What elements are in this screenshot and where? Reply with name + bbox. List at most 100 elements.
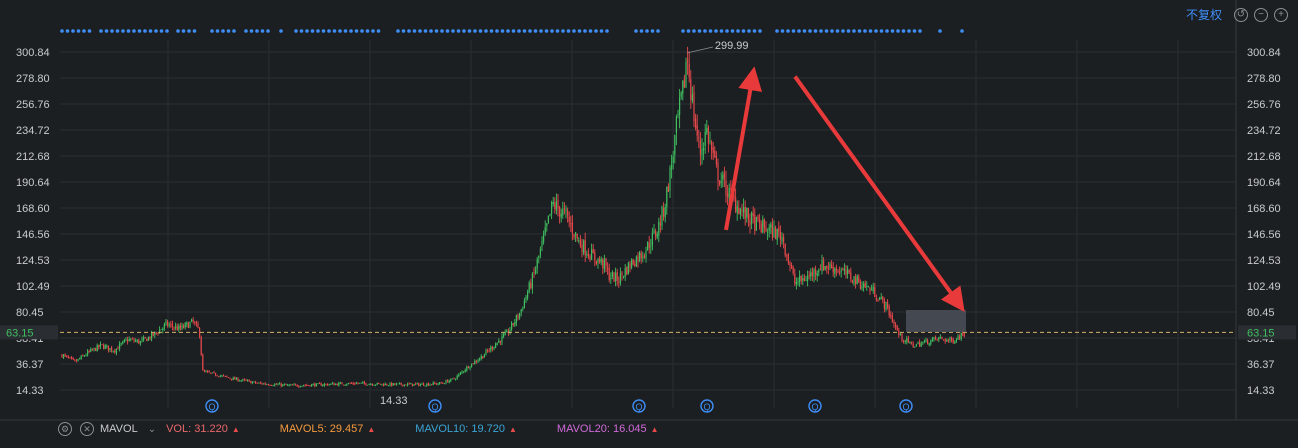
event-dot — [376, 29, 381, 33]
event-dot — [692, 29, 696, 33]
y-tick-label-right: 36.37 — [1247, 359, 1275, 371]
candle-body — [109, 347, 111, 350]
candle-body — [595, 260, 597, 264]
min-price-label: 14.33 — [380, 395, 408, 407]
zoom-in-icon[interactable]: + — [1274, 7, 1288, 22]
candle-body — [663, 207, 665, 217]
candle-body — [715, 155, 717, 165]
zoom-out-icon[interactable]: − — [1254, 7, 1268, 22]
candle-body — [509, 329, 511, 334]
event-dot — [841, 29, 845, 33]
candle-body — [672, 156, 674, 164]
candle-body — [75, 360, 77, 362]
candle-body — [647, 241, 649, 251]
event-dot — [835, 29, 840, 33]
y-tick-label-right: 256.76 — [1247, 99, 1281, 111]
candle-body — [746, 207, 748, 218]
candle-body — [120, 343, 122, 345]
candle-body — [850, 272, 852, 280]
candle-body — [325, 383, 327, 385]
event-dot — [148, 29, 153, 33]
event-dot — [500, 29, 505, 33]
candle-body — [763, 219, 765, 228]
candle-body — [434, 382, 436, 384]
candle-body — [277, 384, 279, 386]
candle-body — [587, 253, 589, 257]
candle-body — [402, 384, 404, 386]
candle-body — [730, 188, 732, 190]
event-dot — [360, 29, 364, 33]
candle-body — [581, 244, 583, 253]
candle-body — [333, 383, 335, 386]
candle-body — [680, 92, 682, 97]
candle-body — [227, 377, 229, 378]
candle-body — [683, 78, 685, 88]
candle-body — [250, 380, 252, 384]
candle-body — [370, 384, 372, 385]
candle-body — [834, 268, 836, 274]
candle-body — [808, 275, 810, 277]
candle-body — [775, 227, 777, 240]
candle-body — [608, 268, 610, 280]
candle-body — [832, 266, 834, 273]
candle-body — [267, 384, 269, 386]
event-marker-label: Q — [432, 402, 439, 412]
candle-body — [885, 301, 887, 310]
candle-body — [671, 164, 673, 170]
candle-body — [941, 336, 943, 339]
candle-body — [778, 227, 780, 233]
close-icon[interactable]: ✕ — [80, 422, 94, 436]
candle-body — [639, 252, 641, 261]
candle-body — [875, 297, 877, 300]
up-arrow — [724, 66, 763, 231]
candle-body — [375, 384, 377, 386]
candle-body — [787, 254, 789, 263]
candle-body — [536, 259, 538, 269]
candle-body — [779, 232, 781, 240]
settings-icon[interactable]: ⚙ — [58, 422, 72, 436]
candle-body — [279, 383, 281, 385]
event-dot — [143, 29, 147, 33]
adjust-toggle[interactable]: 不复权 — [1185, 8, 1222, 22]
candle-body — [421, 383, 423, 385]
highlight-box — [906, 309, 966, 332]
candle-body — [283, 384, 285, 386]
candle-body — [290, 384, 292, 386]
chevron-down-icon[interactable]: ⌄ — [147, 423, 157, 435]
candle-body — [235, 377, 237, 380]
candle-body — [591, 249, 593, 260]
candle-body — [842, 269, 844, 271]
event-dot — [588, 29, 593, 33]
candle-body — [600, 258, 602, 263]
candle-body — [381, 383, 383, 385]
event-dot — [802, 29, 807, 33]
candle-body — [327, 384, 329, 386]
candle-body — [187, 323, 189, 329]
candle-body — [349, 383, 351, 384]
event-dot — [99, 29, 103, 33]
candle-body — [72, 357, 74, 360]
candle-body — [568, 216, 570, 223]
candle-body — [458, 374, 460, 376]
candle-body — [482, 356, 484, 358]
candle-body — [93, 347, 95, 350]
volume-indicator-bar: ⚙ ✕ MAVOL ⌄ VOL: 31.220 ▲ MAVOL5: 29.457 ▲ M… — [0, 420, 1240, 438]
candle-body — [394, 383, 396, 385]
candle-body — [903, 340, 905, 342]
event-marker — [632, 399, 646, 413]
candle-body — [523, 300, 525, 309]
candle-body — [847, 269, 849, 275]
candle-body — [424, 385, 426, 387]
event-dot — [154, 29, 158, 33]
candle-body — [723, 172, 725, 179]
event-dot — [539, 29, 543, 33]
reset-icon[interactable]: ↺ — [1234, 7, 1248, 22]
candle-body — [301, 385, 303, 387]
candle-body — [559, 206, 561, 217]
candle-body — [880, 297, 882, 299]
candle-body — [549, 213, 551, 216]
candle-body — [376, 382, 378, 385]
candle-body — [506, 330, 508, 333]
candle-body — [61, 354, 63, 358]
candle-body — [514, 322, 516, 325]
